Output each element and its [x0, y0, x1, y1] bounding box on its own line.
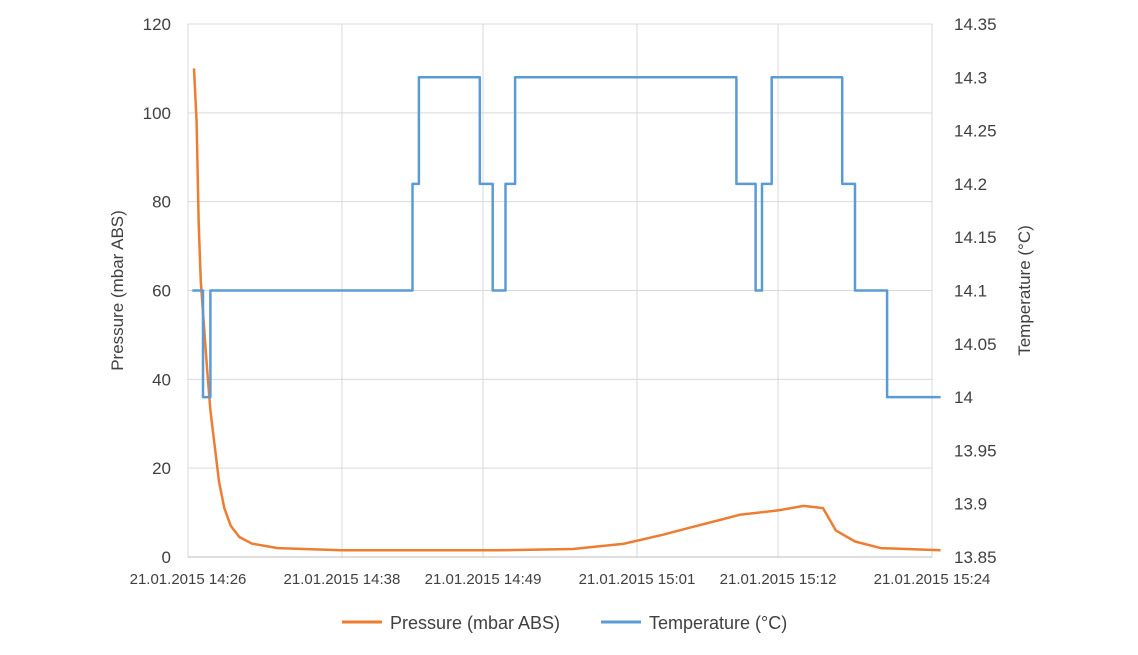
x-tick-label-1: 21.01.2015 14:38: [284, 571, 401, 588]
series-layer: [192, 68, 941, 552]
y-right-tick-label-9: 14.3: [954, 68, 987, 87]
legend-label-pressure: Pressure (mbar ABS): [390, 613, 560, 633]
legend: Pressure (mbar ABS) Temperature (°C): [342, 613, 787, 633]
y-right-tick-label-3: 14: [954, 388, 973, 407]
y-left-tick-label-1: 20: [152, 459, 171, 478]
y-right-tick-label-2: 13.95: [954, 441, 997, 460]
series-line-1: [192, 76, 941, 399]
series-line-0: [192, 68, 941, 552]
y-left-axis-ticks: 0 20 40 60 80 100 120: [143, 15, 171, 567]
x-tick-label-4: 21.01.2015 15:12: [720, 571, 837, 588]
y-left-tick-label-2: 40: [152, 370, 171, 389]
y-right-tick-label-10: 14.35: [954, 15, 997, 34]
y-left-axis-title: Pressure (mbar ABS): [108, 210, 127, 371]
y-left-tick-label-3: 60: [152, 282, 171, 301]
y-left-tick-label-5: 100: [143, 104, 171, 123]
x-tick-label-2: 21.01.2015 14:49: [425, 571, 542, 588]
y-right-tick-label-1: 13.9: [954, 495, 987, 514]
y-right-tick-label-8: 14.25: [954, 122, 997, 141]
y-right-tick-label-0: 13.85: [954, 548, 997, 567]
y-right-axis-ticks: 13.85 13.9 13.95 14 14.05 14.1 14.15 14.2 14.25 1…: [954, 15, 997, 567]
y-right-tick-label-4: 14.05: [954, 335, 997, 354]
y-right-tick-label-7: 14.2: [954, 175, 987, 194]
x-axis-ticks: 21.01.2015 14:26 21.01.2015 14:38 21.01.20…: [130, 571, 991, 588]
y-left-tick-label-0: 0: [162, 548, 171, 567]
y-right-tick-label-5: 14.1: [954, 282, 987, 301]
y-left-tick-label-4: 80: [152, 193, 171, 212]
y-right-axis-title: Temperature (°C): [1015, 225, 1034, 356]
x-tick-label-0: 21.01.2015 14:26: [130, 571, 247, 588]
y-left-tick-label-6: 120: [143, 15, 171, 34]
legend-label-temperature: Temperature (°C): [649, 613, 787, 633]
y-right-tick-label-6: 14.15: [954, 228, 997, 247]
x-tick-label-3: 21.01.2015 15:01: [579, 571, 696, 588]
x-tick-label-5: 21.01.2015 15:24: [874, 571, 991, 588]
